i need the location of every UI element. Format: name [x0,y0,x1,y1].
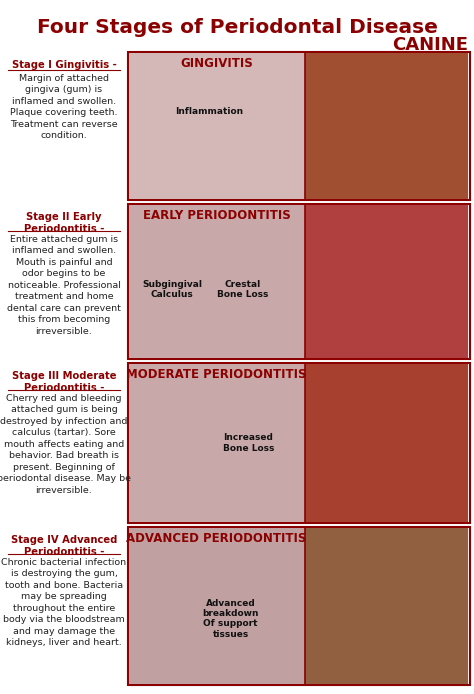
Bar [305,53,468,199]
Bar [129,53,305,199]
Text: ADVANCED PERIODONTITIS: ADVANCED PERIODONTITIS [126,532,307,545]
Text: Chronic bacterial infection
is destroying the gum,
tooth and bone. Bacteria
may : Chronic bacterial infection is destroyin… [1,558,127,647]
Bar [128,363,470,523]
Bar [305,528,468,684]
Text: Stage IV Advanced
Periodontitis -: Stage IV Advanced Periodontitis - [11,535,117,557]
Text: Cherry red and bleeding
attached gum is being
destroyed by infection and
calculu: Cherry red and bleeding attached gum is … [0,394,131,495]
Text: Stage I Gingivitis -: Stage I Gingivitis - [12,60,117,70]
Bar [128,204,470,359]
Text: Stage III Moderate
Periodontitis -: Stage III Moderate Periodontitis - [12,371,116,393]
Text: Inflammation: Inflammation [175,107,244,116]
Text: EARLY PERIODONTITIS: EARLY PERIODONTITIS [143,209,291,222]
Text: Four Stages of Periodontal Disease: Four Stages of Periodontal Disease [36,18,438,37]
Bar [128,527,470,685]
Text: Subgingival
Calculus: Subgingival Calculus [142,280,202,299]
Bar [129,528,305,684]
Text: Entire attached gum is
inflamed and swollen.
Mouth is painful and
odor begins to: Entire attached gum is inflamed and swol… [7,235,121,336]
Text: MODERATE PERIODONTITIS: MODERATE PERIODONTITIS [126,368,307,381]
Text: Crestal
Bone Loss: Crestal Bone Loss [218,280,269,299]
Bar [305,364,468,522]
Text: Margin of attached
gingiva (gum) is
inflamed and swollen.
Plaque covering teeth.: Margin of attached gingiva (gum) is infl… [10,74,118,140]
Bar [305,205,468,358]
Bar [129,205,305,358]
Text: Advanced
breakdown
Of support
tissues: Advanced breakdown Of support tissues [202,598,259,638]
Text: Stage II Early
Periodontitis -: Stage II Early Periodontitis - [24,212,104,235]
Text: CANINE: CANINE [392,36,468,54]
Bar [129,364,305,522]
Bar [128,52,470,200]
Text: GINGIVITIS: GINGIVITIS [180,57,253,70]
Text: Increased
Bone Loss: Increased Bone Loss [223,433,274,452]
